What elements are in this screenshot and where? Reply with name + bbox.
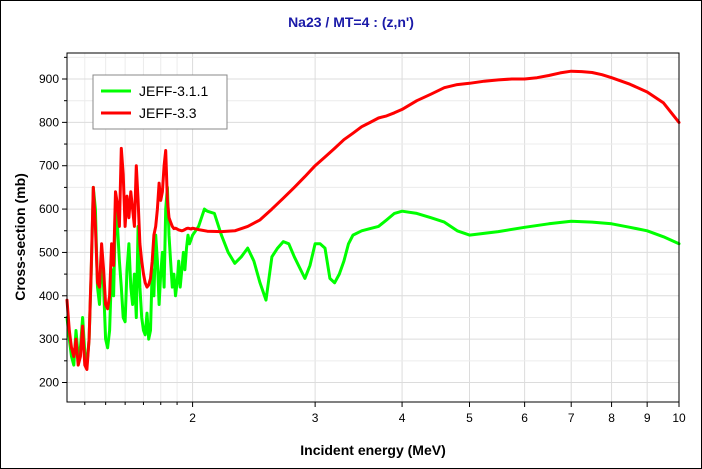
x-tick-label: 7 xyxy=(568,411,575,425)
x-axis-ticks: 2 3 4 5 6 7 8 9 10 xyxy=(84,402,686,425)
x-tick-label: 2 xyxy=(189,411,196,425)
series-lines xyxy=(65,69,681,371)
x-tick-label: 5 xyxy=(466,411,473,425)
y-tick-label: 400 xyxy=(39,289,59,303)
y-tick-label: 600 xyxy=(39,202,59,216)
legend-box xyxy=(92,74,228,130)
y-tick-label: 900 xyxy=(39,72,59,86)
y-axis-label: Cross-section (mb) xyxy=(12,173,28,301)
plot-border xyxy=(66,52,680,403)
y-tick-label: 500 xyxy=(39,245,59,259)
x-tick-label: 3 xyxy=(312,411,319,425)
y-tick-label: 700 xyxy=(39,159,59,173)
y-tick-label: 200 xyxy=(39,375,59,389)
x-tick-label: 10 xyxy=(672,411,686,425)
x-tick-label: 9 xyxy=(644,411,651,425)
x-tick-label: 4 xyxy=(399,411,406,425)
x-tick-label: 6 xyxy=(521,411,528,425)
series-line-jeff-3-1-1 xyxy=(65,185,681,367)
x-tick-label: 8 xyxy=(608,411,615,425)
legend-label-jeff-3-3: JEFF-3.3 xyxy=(139,105,197,121)
legend: JEFF-3.1.1 JEFF-3.3 xyxy=(92,74,228,130)
legend-label-jeff-3-1-1: JEFF-3.1.1 xyxy=(139,83,208,99)
y-axis-ticks: 200 300 400 500 600 700 800 900 xyxy=(39,56,67,389)
y-tick-label: 800 xyxy=(39,115,59,129)
y-tick-label: 300 xyxy=(39,332,59,346)
series-line-jeff-3-3 xyxy=(65,69,681,371)
chart-title: Na23 / MT=4 : (z,n') xyxy=(288,14,414,30)
x-axis-label: Incident energy (MeV) xyxy=(300,442,445,458)
